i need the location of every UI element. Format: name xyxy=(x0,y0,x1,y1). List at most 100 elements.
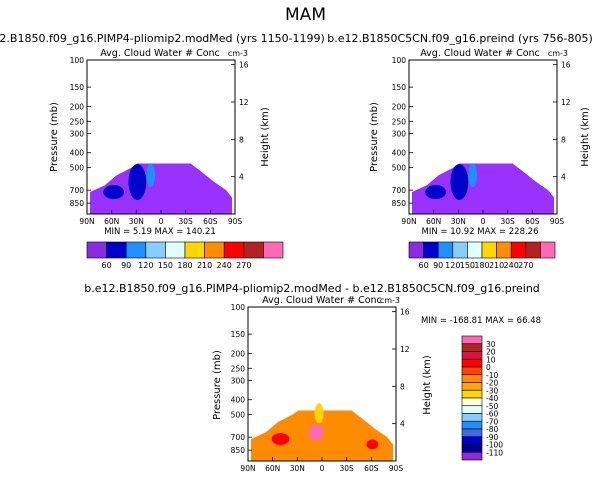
colorbar-label: -100 xyxy=(486,441,503,450)
panel-subtitle: Avg. Cloud Water # Conc xyxy=(420,48,540,59)
colorbar-swatch xyxy=(461,444,483,453)
y-axis-label: Pressure (mb) xyxy=(49,102,60,172)
y2-tick-label: 4 xyxy=(561,173,566,182)
y-tick-label: 200 xyxy=(392,102,407,111)
x-tick-label: 30N xyxy=(129,217,144,226)
y-tick-label: 250 xyxy=(392,117,407,126)
colorbar-swatch xyxy=(461,343,483,352)
data-contour-low xyxy=(425,185,447,200)
colorbar-label: 270 xyxy=(236,261,251,270)
panel-subtitle: Avg. Cloud Water # Conc xyxy=(262,295,382,306)
colorbar-label: -110 xyxy=(486,448,503,457)
colorbar-label: 30 xyxy=(486,340,496,349)
colorbar-label: 150 xyxy=(158,261,173,270)
units-label: cm-3 xyxy=(380,296,400,305)
y-tick-label: 100 xyxy=(392,56,407,65)
colorbar-swatch xyxy=(496,241,512,259)
y2-tick-label: 12 xyxy=(561,98,571,107)
colorbar-swatch xyxy=(223,241,245,259)
colorbar-label: 90 xyxy=(121,261,131,270)
colorbar-swatch xyxy=(461,405,483,414)
y2-tick-label: 12 xyxy=(400,345,410,354)
colorbar-swatch xyxy=(184,241,205,259)
colorbar-label: 180 xyxy=(177,261,192,270)
x-tick-label: 30S xyxy=(340,464,355,473)
x-tick-label: 90S xyxy=(228,217,243,226)
y2-tick-label: 16 xyxy=(561,61,571,70)
y2-tick-label: 4 xyxy=(239,173,244,182)
colorbar-swatch xyxy=(510,241,527,259)
panel-title: b.e12.B1850.f09_g16.PIMP4-pliomip2.modMe… xyxy=(84,282,540,295)
y-tick-label: 300 xyxy=(231,376,246,385)
y2-tick-label: 16 xyxy=(239,61,249,70)
data-contour-max xyxy=(450,164,469,201)
colorbar-label: -40 xyxy=(486,394,498,403)
y-tick-label: 850 xyxy=(231,446,246,455)
stats-label: MIN = -168.81 MAX = 66.48 xyxy=(421,316,541,326)
colorbar-label: 10 xyxy=(486,355,496,364)
colorbar-label: 240 xyxy=(504,261,519,270)
panel-title: b.e12.B1850.f09_g16.PIMP4-pliomip2.modMe… xyxy=(0,32,325,45)
x-tick-label: 90S xyxy=(550,217,565,226)
colorbar-swatch xyxy=(86,241,107,259)
colorbar-label: -90 xyxy=(486,433,498,442)
y-tick-label: 500 xyxy=(70,164,85,173)
colorbar-label: 60 xyxy=(102,261,112,270)
x-tick-label: 60S xyxy=(364,464,379,473)
colorbar-label: 0 xyxy=(486,363,491,372)
y-tick-label: 850 xyxy=(70,199,85,208)
colorbar-swatch xyxy=(461,358,483,368)
x-tick-label: 0 xyxy=(159,217,164,226)
data-contour-max xyxy=(308,424,324,441)
colorbar-swatch xyxy=(125,241,147,259)
colorbar-swatch xyxy=(525,241,541,259)
y-tick-label: 400 xyxy=(70,149,85,158)
colorbar-swatch xyxy=(204,241,225,259)
y2-tick-label: 8 xyxy=(239,135,244,144)
colorbar-swatch xyxy=(481,241,497,259)
colorbar-swatch xyxy=(461,428,483,438)
colorbar-label: 180 xyxy=(474,261,489,270)
x-tick-label: 90S xyxy=(389,464,404,473)
colorbar-label: 60 xyxy=(419,261,429,270)
data-contour-low xyxy=(103,185,124,200)
colorbar-label: -50 xyxy=(486,402,498,411)
y-tick-label: 100 xyxy=(70,56,85,65)
colorbar-label: 210 xyxy=(197,261,212,270)
panel-modmed: b.e12.B1850.f09_g16.PIMP4-pliomip2.modMe… xyxy=(0,32,325,270)
colorbar-swatch xyxy=(461,335,483,345)
y-tick-label: 500 xyxy=(231,411,246,420)
colorbar-label: -20 xyxy=(486,379,498,388)
colorbar-label: 240 xyxy=(217,261,232,270)
y2-tick-label: 8 xyxy=(400,382,405,391)
y-tick-label: 200 xyxy=(231,349,246,358)
stats-label: MIN = 10.92 MAX = 228.26 xyxy=(422,227,539,237)
colorbar-swatch xyxy=(461,451,483,461)
x-tick-label: 30S xyxy=(179,217,194,226)
colorbar-label: 210 xyxy=(489,261,504,270)
colorbar-swatch xyxy=(263,241,284,259)
x-tick-label: 30S xyxy=(501,217,516,226)
y-tick-label: 850 xyxy=(392,199,407,208)
y-tick-label: 700 xyxy=(392,186,407,195)
colorbar-swatch xyxy=(243,241,264,259)
y2-tick-label: 12 xyxy=(239,98,249,107)
y2-tick-label: 16 xyxy=(400,308,410,317)
colorbar-label: -80 xyxy=(486,425,498,434)
units-label: cm-3 xyxy=(228,49,248,58)
colorbar-swatch xyxy=(461,374,483,383)
panel-difference: b.e12.B1850.f09_g16.PIMP4-pliomip2.modMe… xyxy=(84,282,541,473)
colorbar-label: -30 xyxy=(486,386,498,395)
y-axis-label: Pressure (mb) xyxy=(369,102,380,172)
y-tick-label: 250 xyxy=(70,117,85,126)
panel-title: b.e12.B1850C5CN.f09_g16.preind (yrs 756-… xyxy=(327,32,593,45)
y2-axis-label: Height (km) xyxy=(580,107,591,167)
y-axis-label: Pressure (mb) xyxy=(212,350,223,420)
colorbar-swatch xyxy=(461,413,483,422)
y-tick-label: 150 xyxy=(392,83,407,92)
colorbar-label: 150 xyxy=(460,261,475,270)
y-tick-label: 300 xyxy=(70,129,85,138)
colorbar-label: 120 xyxy=(138,261,153,270)
